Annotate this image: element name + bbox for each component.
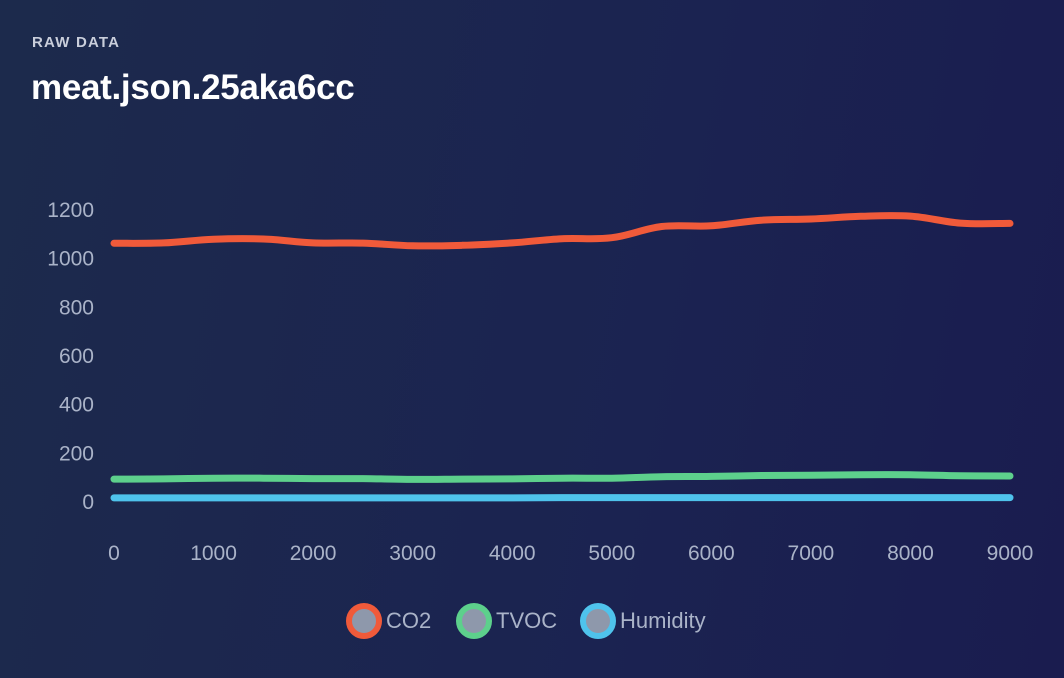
legend-label: Humidity	[620, 608, 706, 633]
series-lines	[110, 212, 1014, 502]
x-tick-label: 5000	[588, 542, 635, 565]
eyebrow-label: RAW DATA	[32, 34, 121, 51]
x-tick-label: 9000	[987, 542, 1034, 565]
legend-item-co2[interactable]: CO2	[346, 603, 431, 639]
y-tick-label: 1000	[47, 248, 94, 271]
x-tick-label: 1000	[190, 542, 237, 565]
legend-label: TVOC	[496, 608, 557, 633]
x-tick-label: 0	[108, 542, 120, 565]
x-tick-label: 3000	[389, 542, 436, 565]
legend-label: CO2	[386, 608, 431, 633]
legend-swatch	[580, 603, 616, 639]
x-tick-label: 6000	[688, 542, 735, 565]
y-tick-label: 400	[59, 394, 94, 417]
x-axis-ticks: 0 1000 2000 3000 4000 5000 6000 7000 8000 9000	[108, 542, 1033, 565]
x-tick-label: 2000	[290, 542, 337, 565]
legend[interactable]: CO2 TVOC Humidity	[346, 603, 706, 639]
series-line-co2	[110, 212, 1014, 250]
x-tick-label: 4000	[489, 542, 536, 565]
x-tick-label: 8000	[887, 542, 934, 565]
legend-swatch	[346, 603, 382, 639]
y-tick-label: 1200	[47, 199, 94, 222]
y-tick-label: 200	[59, 442, 94, 465]
y-axis-ticks: 0 200 400 600 800 1000 1200	[47, 199, 94, 514]
series-line-tvoc	[110, 471, 1014, 483]
y-tick-label: 0	[82, 491, 94, 514]
x-tick-label: 7000	[788, 542, 835, 565]
legend-item-tvoc[interactable]: TVOC	[456, 603, 557, 639]
chart-title: meat.json.25aka6cc	[31, 68, 355, 107]
legend-swatch	[456, 603, 492, 639]
legend-item-humidity[interactable]: Humidity	[580, 603, 706, 639]
y-tick-label: 800	[59, 296, 94, 319]
y-tick-label: 600	[59, 345, 94, 368]
